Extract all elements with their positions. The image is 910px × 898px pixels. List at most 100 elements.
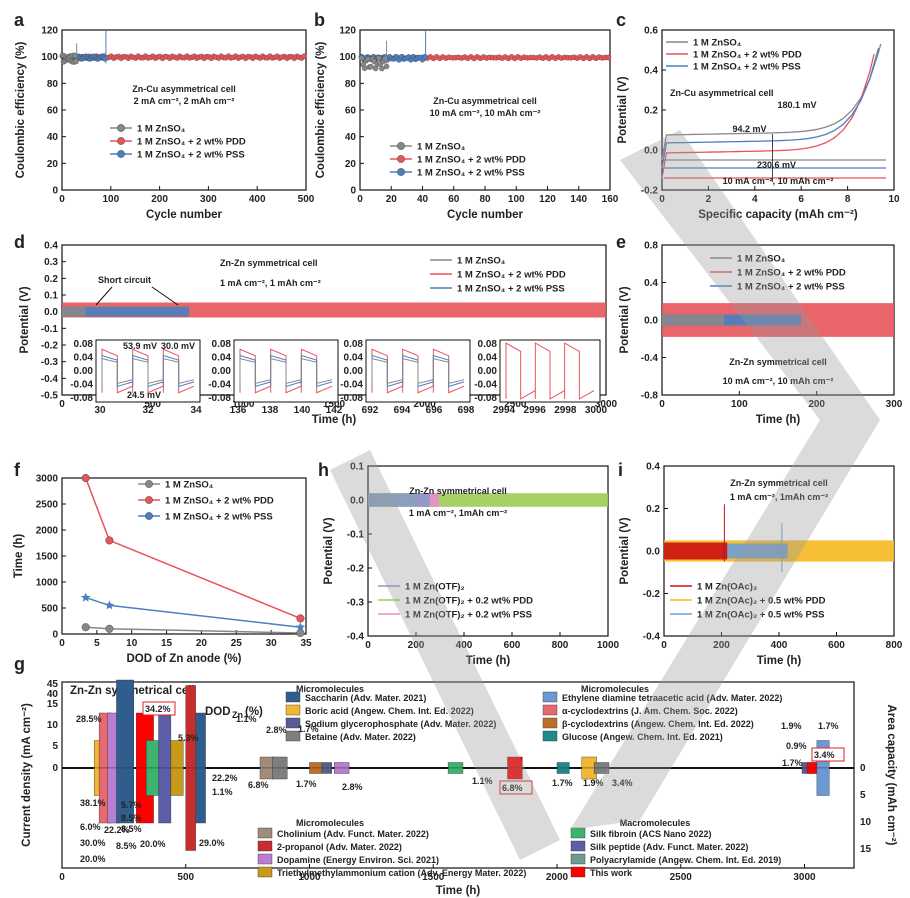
legend-entry: 1 M ZnSO₄ + 2 wt% PSS — [737, 282, 845, 293]
x-tick-label: 100 — [508, 194, 525, 205]
y-tick-label: 0.4 — [644, 278, 658, 289]
bar-capacity — [195, 767, 206, 824]
panel-letter-g: g — [14, 654, 25, 674]
data-point — [605, 54, 612, 61]
x-tick-label: 1000 — [597, 640, 620, 651]
bar-current — [321, 762, 332, 769]
series-band-oac — [664, 542, 728, 560]
inset-y-tick: 0.08 — [344, 339, 364, 350]
y2-tick-label: 10 — [860, 817, 872, 828]
y-axis-label: Time (h) — [13, 534, 25, 579]
y-tick-label: -0.2 — [41, 341, 59, 352]
x-tick-label: 0 — [659, 194, 665, 205]
x-tick-label: 100 — [102, 194, 119, 205]
legend-entry: 1 M ZnSO₄ + 2 wt% PDD — [737, 268, 846, 279]
x-tick-label: 35 — [300, 638, 312, 649]
x-tick-label: 2500 — [670, 872, 693, 883]
y2-tick-label: 15 — [860, 844, 872, 855]
x-tick-label: 2000 — [546, 872, 569, 883]
legend-entry: 1 M ZnSO₄ — [737, 254, 786, 265]
bar-label: 20.0% — [80, 854, 106, 864]
y-tick-label: 0.0 — [644, 316, 658, 327]
x-tick-label: 500 — [177, 872, 194, 883]
y-axis-label: Potential (V) — [619, 286, 631, 353]
watermark-stroke — [570, 130, 880, 830]
bar-capacity — [593, 767, 610, 774]
x-tick-label: 20 — [196, 638, 208, 649]
series-1 M ZnSO₄ — [358, 55, 390, 72]
bar-capacity — [158, 767, 172, 824]
legend-marker — [145, 512, 153, 520]
y-tick-label: 0.0 — [44, 307, 58, 318]
bar-label: 20.0% — [140, 839, 166, 849]
x-tick-label: 6 — [798, 194, 804, 205]
y-tick-label: 2000 — [36, 526, 59, 537]
overpotential-label: 230.6 mV — [757, 160, 796, 170]
bar-capacity — [334, 767, 350, 774]
legend-entry: This work — [590, 868, 633, 878]
bar-label: 1.1% — [472, 776, 493, 786]
data-point — [102, 56, 108, 62]
y-tick-label: 0.8 — [644, 241, 658, 252]
bar-label: 1.1% — [236, 714, 257, 724]
data-point — [105, 536, 114, 545]
inset-x-tick: 694 — [394, 405, 411, 416]
bar-label: 1.7% — [552, 778, 573, 788]
x-tick-label: 20 — [386, 194, 398, 205]
annotation: Zn-Zn symmetrical cell — [409, 486, 507, 496]
x-tick-label: 0 — [59, 872, 65, 883]
y-axis-label: Coulombic efficiency (%) — [15, 41, 27, 178]
legend-swatch — [570, 840, 586, 852]
legend-entry: Polyacrylamide (Angew. Chem. Int. Ed. 20… — [590, 855, 781, 865]
x-tick-label: 1500 — [422, 872, 445, 883]
legend-entry: 1 M Zn(OTF)₂ + 0.2 wt% PDD — [405, 596, 533, 607]
legend-marker — [397, 168, 405, 176]
plot-frame — [367, 465, 609, 637]
legend-swatch — [257, 827, 273, 839]
annotation: Zn-Cu asymmetrical cell — [132, 84, 236, 94]
legend-entry: 1 M ZnSO₄ + 2 wt% PDD — [417, 155, 526, 166]
x-tick-label: 140 — [570, 194, 587, 205]
y-tick-label: 0 — [52, 186, 58, 197]
y-tick-label: 60 — [47, 106, 59, 117]
header-micromolecules: Micromolecules — [296, 684, 364, 694]
inset-x-tick: 138 — [262, 405, 279, 416]
bar-label: 34.2% — [145, 704, 171, 714]
legend-marker — [397, 142, 405, 150]
inset-y-tick: 0.04 — [74, 353, 94, 364]
legend-entry: α-cyclodextrins (J. Am. Chem. Soc. 2022) — [562, 706, 738, 716]
bar-capacity — [309, 767, 323, 774]
inset-y-tick: 0.04 — [478, 353, 498, 364]
y-tick-label: 0.3 — [44, 257, 58, 268]
data-point — [358, 55, 365, 61]
legend-entry: 1 M ZnSO₄ + 2 wt% PDD — [457, 270, 566, 281]
x-tick-label: 8 — [845, 194, 851, 205]
x-tick-label: 0 — [661, 640, 667, 651]
x-tick-label: 25 — [231, 638, 243, 649]
x-tick-label: 4 — [752, 194, 758, 205]
y-tick-label: 0.0 — [350, 496, 364, 507]
inset-y-tick: -0.08 — [70, 393, 93, 404]
y-tick-label: 0 — [52, 763, 58, 774]
bar-label: 2.8% — [342, 782, 363, 792]
x-tick-label: 800 — [886, 640, 903, 651]
legend-swatch — [285, 691, 301, 703]
y-tick-label: 20 — [47, 159, 59, 170]
y-tick-label: -0.2 — [641, 186, 659, 197]
annotation-short-circuit: Short circuit — [98, 275, 151, 285]
y-tick-label: 500 — [41, 604, 58, 615]
annotation: 10 mA cm⁻², 10 mAh cm⁻² — [723, 176, 834, 186]
legend-entry: 1 M Zn(OAc)₂ + 0.5 wt% PDD — [697, 596, 826, 607]
bar-current — [272, 756, 288, 769]
annotation: 1 mA cm⁻², 1mAh cm⁻² — [409, 508, 507, 518]
y-tick-label: 40 — [47, 689, 59, 700]
x-tick-label: 200 — [151, 194, 168, 205]
inset-y-tick: -0.04 — [70, 380, 93, 391]
inset-y-tick: -0.04 — [208, 380, 231, 391]
annotation: 1 mA cm⁻², 1mAh cm⁻² — [730, 492, 828, 502]
x-tick-label: 3000 — [793, 872, 816, 883]
legend-swatch — [570, 853, 586, 865]
y-axis-label: Potential (V) — [617, 76, 629, 143]
inset-label: 30.0 mV — [161, 341, 195, 351]
series-band-znso4 — [62, 306, 86, 317]
